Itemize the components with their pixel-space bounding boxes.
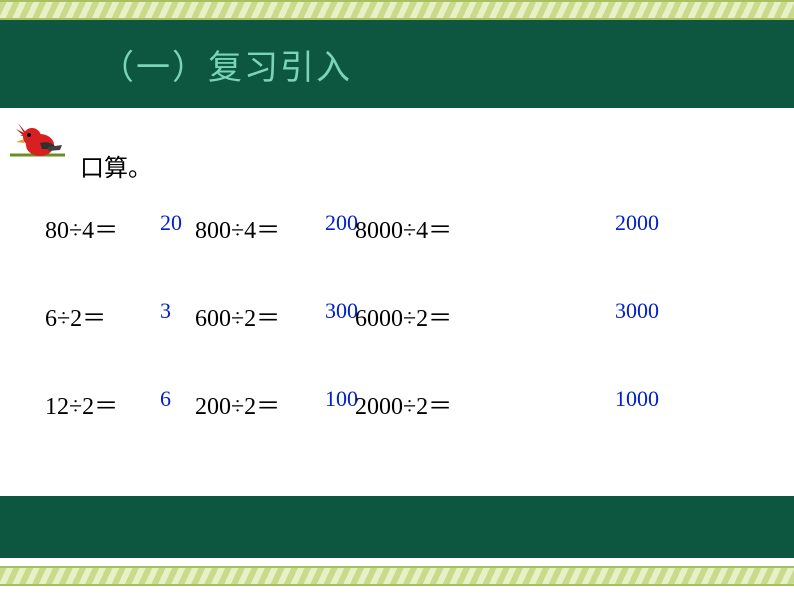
expression: 8000÷4＝ [355, 210, 452, 245]
problem-row: 12÷2＝ 6 200÷2＝ 100 2000÷2＝ 1000 [45, 386, 765, 416]
answer: 200 [325, 210, 358, 236]
header-title: （一）复习引入 [100, 40, 352, 89]
expression: 6000÷2＝ [355, 298, 452, 333]
expression: 600÷2＝ [195, 298, 280, 333]
answer: 3 [160, 298, 171, 324]
expression: 12÷2＝ [45, 386, 118, 421]
answer: 300 [325, 298, 358, 324]
header-bar: （一）复习引入 [0, 20, 794, 108]
answer: 20 [160, 210, 182, 236]
bird-icon [10, 115, 80, 170]
problem-row: 80÷4＝ 20 800÷4＝ 200 8000÷4＝ 2000 [45, 210, 765, 240]
top-stripe [0, 0, 794, 20]
answer: 6 [160, 386, 171, 412]
answer: 100 [325, 386, 358, 412]
expression: 200÷2＝ [195, 386, 280, 421]
answer: 3000 [615, 298, 659, 324]
subtitle: 口算。 [80, 148, 152, 183]
expression: 800÷4＝ [195, 210, 280, 245]
problem-row: 6÷2＝ 3 600÷2＝ 300 6000÷2＝ 3000 [45, 298, 765, 328]
bottom-stripe [0, 566, 794, 586]
answer: 1000 [615, 386, 659, 412]
footer-bar [0, 496, 794, 558]
expression: 6÷2＝ [45, 298, 106, 333]
expression: 80÷4＝ [45, 210, 118, 245]
answer: 2000 [615, 210, 659, 236]
expression: 2000÷2＝ [355, 386, 452, 421]
problems-grid: 80÷4＝ 20 800÷4＝ 200 8000÷4＝ 2000 6÷2＝ 3 … [45, 210, 765, 474]
